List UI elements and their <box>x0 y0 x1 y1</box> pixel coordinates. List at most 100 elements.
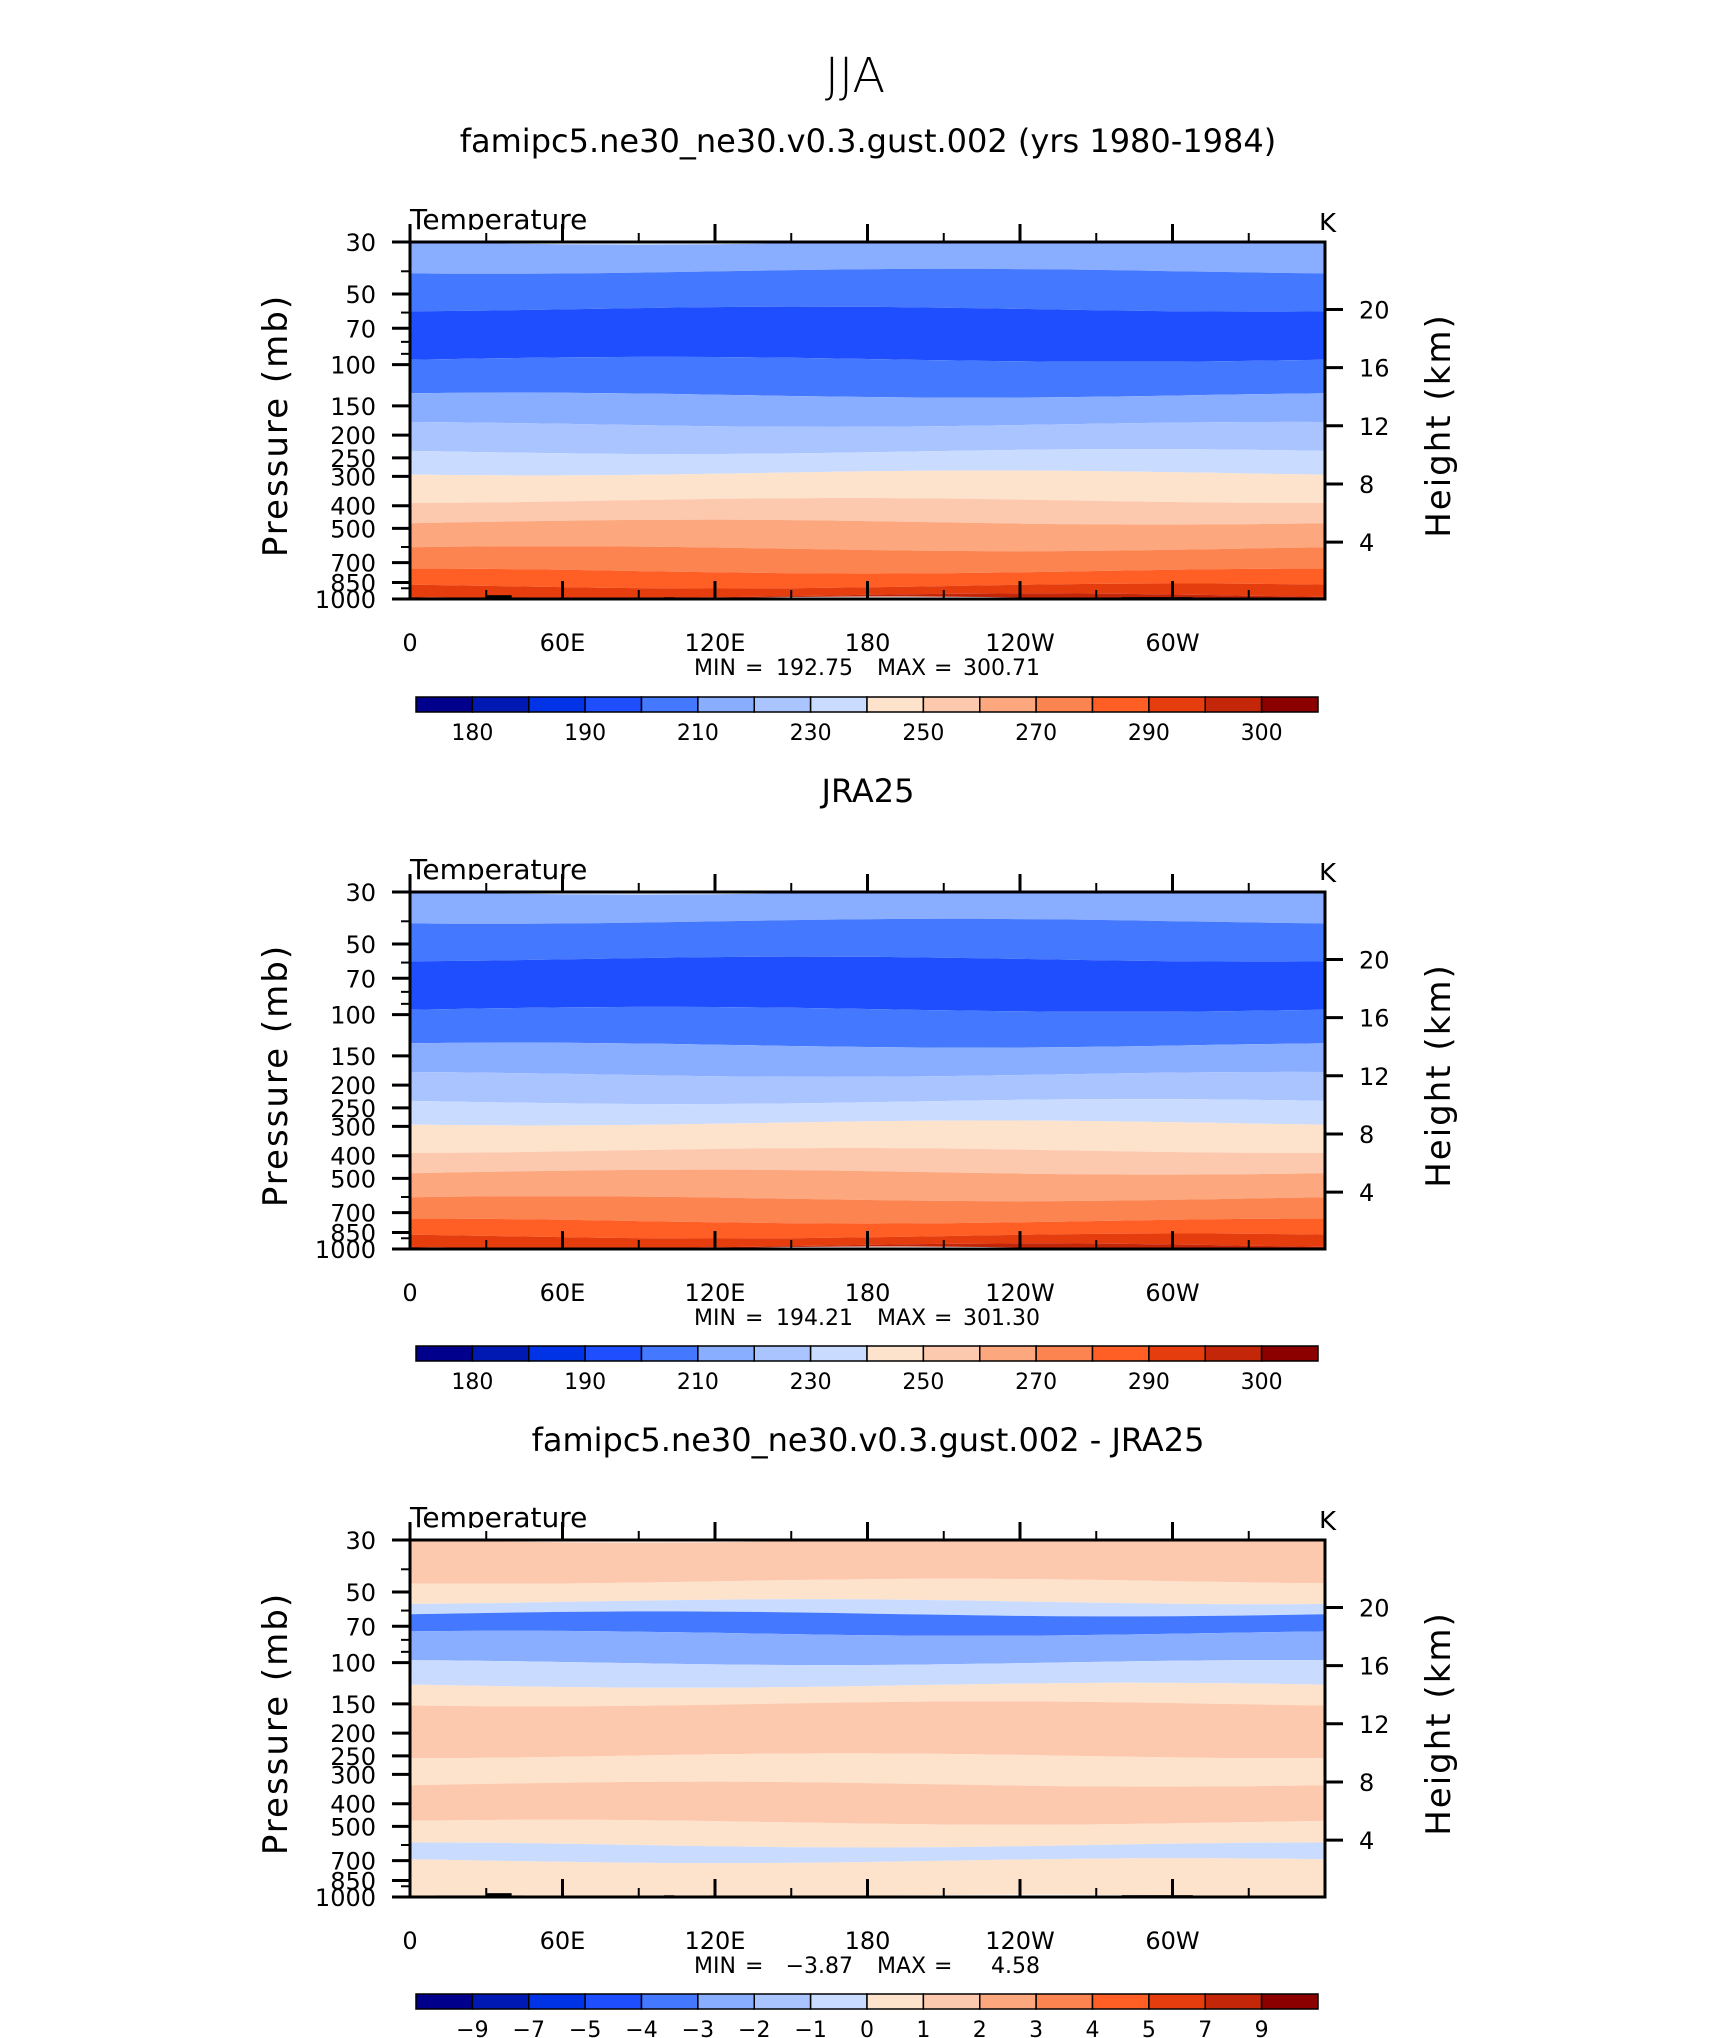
y-tick-label: 100 <box>330 1650 376 1678</box>
mask-bottom <box>408 1249 1327 1261</box>
colorbar-swatch <box>1091 1345 1150 1362</box>
max-value: 301.30 <box>963 1306 1040 1331</box>
colorbar-label: 250 <box>902 721 944 746</box>
y-tick-label: 150 <box>330 393 376 421</box>
colorbar-swatch <box>1260 1993 1319 2010</box>
colorbar-label: 290 <box>1128 721 1170 746</box>
contour-band <box>410 268 1325 312</box>
colorbar: −9 −7 −5 −4 −3 −2 −1 0 1 2 3 4 5 7 9 <box>415 1993 1319 2038</box>
contour-band <box>410 1842 1325 1864</box>
mask-bottom <box>408 599 1327 611</box>
mask-left <box>370 1532 410 1905</box>
contour-band <box>410 470 1325 503</box>
contour-band <box>410 1611 1325 1636</box>
min-equals: = <box>745 656 763 681</box>
x-tick-label: 60E <box>540 629 586 657</box>
colorbar: 180 190 210 230 250 270 290 300 <box>415 1345 1319 1395</box>
colorbar-swatch <box>922 1345 981 1362</box>
colorbar-swatch <box>1204 1345 1263 1362</box>
min-value: 194.21 <box>776 1306 853 1331</box>
contour-band <box>410 1120 1325 1153</box>
y-axis-label: Pressure (mb) <box>256 944 296 1207</box>
colorbar-label: 9 <box>1255 2018 1269 2038</box>
y-tick-label: 150 <box>330 1043 376 1071</box>
x-tick-label: 120E <box>685 629 746 657</box>
y2-tick-label: 12 <box>1359 1063 1390 1091</box>
colorbar-label: 210 <box>677 1370 719 1395</box>
contour-band <box>410 1630 1325 1666</box>
colorbar-swatch <box>1204 1993 1263 2010</box>
colorbar-swatch <box>640 1345 699 1362</box>
colorbar-label: 5 <box>1142 2018 1156 2038</box>
colorbar-swatch <box>584 1993 643 2010</box>
y-tick-label: 400 <box>330 1791 376 1819</box>
colorbar-swatch <box>979 696 1037 713</box>
y-tick-label: 70 <box>345 315 376 343</box>
panel-title: famipc5.ne30_ne30.v0.3.gust.002 (yrs 198… <box>460 122 1276 160</box>
mask-bottom <box>408 1897 1327 1909</box>
colorbar-label: 3 <box>1029 2018 1043 2038</box>
colorbar-swatch <box>809 1993 868 2010</box>
x-tick-label: 60W <box>1145 1279 1199 1307</box>
colorbar-label: −3 <box>682 2018 714 2038</box>
y2-tick-label: 16 <box>1359 355 1390 383</box>
x-tick-label: 180 <box>845 629 891 657</box>
y-tick-label: 250 <box>330 445 376 473</box>
x-tick-label: 120W <box>985 1279 1055 1307</box>
contour-band <box>410 1169 1325 1202</box>
y-tick-label: 1000 <box>315 1236 376 1264</box>
y2-tick-label: 20 <box>1359 1594 1390 1622</box>
colorbar-swatch <box>471 1993 530 2010</box>
x-tick-label: 120W <box>985 629 1055 657</box>
y-tick-label: 500 <box>330 515 376 543</box>
y2-tick-label: 8 <box>1359 471 1374 499</box>
colorbar-label: −4 <box>625 2018 657 2038</box>
min-value: 192.75 <box>776 656 853 681</box>
colorbar-swatch <box>1204 696 1263 713</box>
colorbar-label: −2 <box>738 2018 770 2038</box>
colorbar-swatch <box>1260 696 1319 713</box>
y-tick-label: 700 <box>330 1848 376 1876</box>
y-tick-label: 50 <box>345 931 376 959</box>
contour-band <box>410 1701 1325 1759</box>
contour-band <box>410 1099 1325 1126</box>
y-tick-label: 200 <box>330 422 376 450</box>
contour-band <box>410 1781 1325 1825</box>
y2-axis-label: Height (km) <box>1419 1611 1459 1836</box>
colorbar-swatch <box>1260 1345 1319 1362</box>
y-tick-label: 100 <box>330 352 376 380</box>
panel-title: JRA25 <box>820 772 915 810</box>
y-tick-label: 300 <box>330 1113 376 1141</box>
contour-band <box>410 1196 1325 1224</box>
colorbar-swatch <box>1148 1993 1206 2010</box>
colorbar-swatch <box>697 696 755 713</box>
colorbar-label: 270 <box>1015 721 1057 746</box>
colorbar-swatch <box>979 1345 1037 1362</box>
x-tick-label: 120E <box>685 1927 746 1955</box>
max-equals: = <box>934 1306 952 1331</box>
y-tick-label: 70 <box>345 965 376 993</box>
contour-band <box>410 306 1325 362</box>
colorbar-label: 250 <box>902 1370 944 1395</box>
colorbar-label: −1 <box>794 2018 826 2038</box>
contour-band <box>410 1682 1325 1707</box>
max-label: MAX <box>877 1954 926 1979</box>
colorbar-swatch <box>809 696 868 713</box>
max-label: MAX <box>877 656 926 681</box>
y-tick-label: 500 <box>330 1813 376 1841</box>
colorbar-swatch <box>640 696 699 713</box>
y2-axis-label: Height (km) <box>1419 963 1459 1188</box>
y-tick-label: 400 <box>330 1143 376 1171</box>
y-tick-label: 1000 <box>315 1884 376 1912</box>
colorbar-swatch <box>415 1345 474 1362</box>
contour-band <box>410 519 1325 552</box>
x-tick-label: 0 <box>402 629 417 657</box>
y2-tick-label: 4 <box>1359 529 1374 557</box>
colorbar-label: 300 <box>1241 721 1283 746</box>
y-tick-label: 30 <box>345 879 376 907</box>
colorbar-swatch <box>753 1345 812 1362</box>
max-equals: = <box>934 1954 952 1979</box>
colorbar-label: 290 <box>1128 1370 1170 1395</box>
contour-layers <box>410 889 1325 1252</box>
y2-tick-label: 20 <box>1359 946 1390 974</box>
